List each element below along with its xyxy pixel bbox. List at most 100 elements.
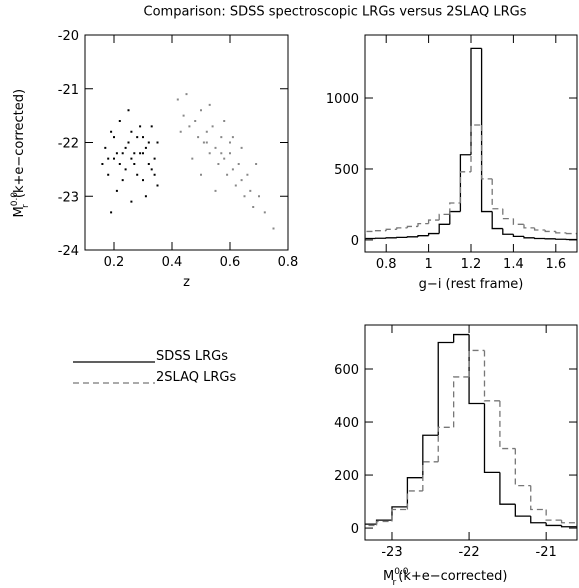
histogram-step <box>449 210 461 225</box>
legend-label: SDSS LRGs <box>156 349 228 364</box>
point <box>223 120 226 122</box>
histogram-step <box>449 202 461 215</box>
legend-label: 2SLAQ LRGs <box>156 370 236 385</box>
x-tick-label: 1.4 <box>503 257 524 272</box>
histogram-step <box>483 403 500 474</box>
point <box>200 109 202 112</box>
point <box>179 130 182 133</box>
point <box>110 130 113 133</box>
point <box>113 136 115 139</box>
histogram-step <box>499 400 516 450</box>
histogram-step <box>480 124 493 180</box>
x-tick-label: 0.8 <box>376 257 397 272</box>
histogram-step <box>555 231 567 234</box>
point <box>226 173 229 176</box>
histogram-step <box>533 227 546 231</box>
plot-area <box>101 93 275 230</box>
point <box>139 152 142 155</box>
histogram-step <box>406 225 418 228</box>
histogram-step <box>514 504 531 517</box>
y-tick-label: 1000 <box>326 92 359 107</box>
histogram-step <box>396 227 408 230</box>
histogram-step <box>365 523 377 525</box>
point <box>110 211 113 214</box>
point <box>107 157 110 160</box>
point <box>107 173 110 176</box>
point <box>142 152 144 155</box>
point <box>118 163 121 165</box>
point <box>133 163 136 165</box>
point <box>121 179 124 182</box>
point <box>130 157 133 160</box>
point <box>229 141 231 144</box>
histogram-step <box>499 472 516 505</box>
y-tick-label: -24 <box>58 244 79 259</box>
histogram-step <box>427 219 440 224</box>
point <box>136 173 139 176</box>
point <box>205 141 208 144</box>
point <box>176 98 179 101</box>
histogram-step <box>523 224 535 229</box>
point <box>220 152 223 155</box>
x-tick-label: 1.2 <box>461 257 482 272</box>
point <box>197 136 200 139</box>
x-tick-label: 1.6 <box>545 257 566 272</box>
histogram-step <box>533 237 546 240</box>
panel: -23 -22 -21 0 200 400 600 M0.0 r (k+e−corrected) <box>334 324 578 588</box>
point <box>202 141 205 144</box>
point <box>188 125 191 128</box>
histogram-step <box>406 477 423 507</box>
point <box>144 146 147 149</box>
point <box>147 163 150 165</box>
point <box>214 189 217 192</box>
histogram-step <box>470 47 482 155</box>
point <box>136 136 139 139</box>
histogram-step <box>530 516 547 524</box>
point <box>130 200 133 203</box>
point <box>208 152 211 155</box>
histogram-step <box>406 490 423 510</box>
point <box>263 211 266 214</box>
histogram-step <box>438 223 450 234</box>
point <box>255 163 258 165</box>
point <box>150 125 153 128</box>
histogram-step <box>470 124 482 172</box>
point <box>144 195 147 198</box>
x-axis-label: g−i (rest frame) <box>419 277 524 292</box>
point <box>200 173 202 176</box>
figure-title: Comparison: SDSS spectroscopic LRGs vers… <box>144 5 527 20</box>
y-tick-label: -22 <box>58 137 79 152</box>
y-tick-label: 400 <box>334 416 359 431</box>
histogram-step <box>365 230 376 240</box>
x-tick-label: 0.4 <box>162 255 183 270</box>
y-tick-label: -23 <box>58 190 79 205</box>
histogram-step <box>560 520 577 529</box>
histogram-step <box>391 508 408 522</box>
point <box>124 168 127 171</box>
y-tick-label: 500 <box>334 163 359 178</box>
histogram-step <box>422 434 439 478</box>
label-symbol: M <box>12 206 27 217</box>
histogram-step <box>422 461 439 491</box>
y-tick-label: 600 <box>334 363 359 378</box>
histogram-step <box>502 228 514 235</box>
x-tick-label: 0.2 <box>104 255 125 270</box>
y-tick-label: -20 <box>58 29 79 44</box>
histogram-step <box>417 235 429 237</box>
label-sup: 0.0 <box>394 567 409 577</box>
histogram-step <box>545 522 562 527</box>
x-tick-label: -22 <box>458 545 479 560</box>
point <box>234 184 237 187</box>
histogram-step <box>365 237 376 240</box>
label-sub: r <box>21 204 31 208</box>
plot-frame <box>364 324 578 541</box>
plot-area <box>365 333 577 529</box>
histogram-step <box>417 222 429 227</box>
histogram-step <box>385 228 397 231</box>
point <box>156 141 159 144</box>
point <box>150 168 153 171</box>
point <box>156 184 159 187</box>
x-axis-label: z <box>183 275 190 290</box>
point <box>124 146 127 149</box>
point <box>220 136 223 139</box>
